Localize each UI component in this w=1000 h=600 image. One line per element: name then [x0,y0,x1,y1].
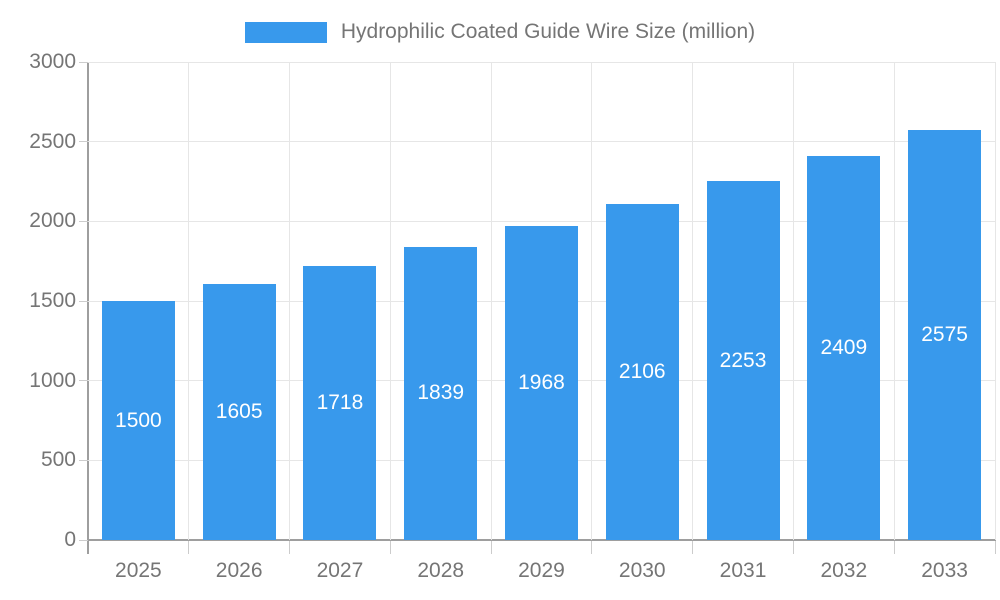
bar-2028[interactable] [404,246,478,540]
y-axis-tick [79,61,88,63]
legend[interactable]: Hydrophilic Coated Guide Wire Size (mill… [0,20,1000,44]
y-axis-label: 0 [64,528,76,551]
x-axis-tick [792,541,794,554]
bar-value-label: 1968 [518,371,565,395]
x-axis-tick [893,541,895,554]
gridline-horizontal [88,220,995,222]
y-axis-label: 1000 [29,368,76,392]
bar-value-label: 2253 [719,348,767,372]
bar-2031[interactable] [706,181,780,540]
plot-area: 1500 2025 1605 2026 1718 2027 1839 2028 1968 2029… [79,61,996,582]
y-axis-tick [79,539,88,541]
bar-value-label: 1839 [417,381,465,405]
y-axis-tick [79,380,88,382]
x-axis-label: 2031 [719,559,767,582]
bar-2026[interactable] [202,284,276,540]
bar-value-label: 2106 [618,360,666,384]
legend-label: Hydrophilic Coated Guide Wire Size (mill… [340,20,756,43]
y-axis-tick [79,300,88,302]
y-axis-label: 3000 [29,50,76,73]
bar-2027[interactable] [303,266,377,540]
bar-value-label: 2575 [921,322,968,346]
y-axis-tick [79,459,88,461]
gridline-vertical [289,62,291,540]
gridline-vertical [994,62,996,540]
bar-2030[interactable] [605,204,679,540]
x-axis-label: 2029 [518,559,565,582]
gridline-horizontal [88,141,995,143]
bar-value-label: 1605 [215,400,263,424]
bar-value-label: 1500 [115,408,162,432]
x-axis-label: 2025 [115,559,162,582]
bar-value-label: 1718 [316,391,364,415]
y-axis-label: 2500 [29,129,76,153]
bar-value-label: 2409 [820,336,868,360]
gridline-vertical [692,62,694,540]
gridline-vertical [389,62,391,540]
bar-2033[interactable] [908,129,982,540]
x-axis-tick [994,541,996,554]
x-axis-tick [692,541,694,554]
x-axis-label: 2026 [215,559,263,582]
gridline-vertical [591,62,593,540]
x-axis-label: 2033 [921,559,968,582]
x-axis-tick [289,541,291,554]
x-axis-line [87,539,996,541]
x-axis-label: 2030 [618,559,666,582]
bar-2029[interactable] [505,226,578,540]
gridline-vertical [893,62,895,540]
bar-2025[interactable] [101,301,175,540]
gridline-vertical [792,62,794,540]
x-axis-tick [188,541,190,554]
x-axis-label: 2028 [417,559,465,582]
legend-swatch [244,21,327,43]
x-axis-tick [591,541,593,554]
gridline-horizontal [88,61,995,63]
y-axis-label: 2000 [29,209,76,233]
x-axis-tick [87,541,89,554]
y-axis-label: 500 [40,448,76,472]
gridline-vertical [188,62,190,540]
bar-2032[interactable] [807,156,881,540]
y-axis-line [87,62,89,541]
y-axis-tick [79,141,88,143]
x-axis-tick [389,541,391,554]
x-axis-label: 2027 [316,559,364,582]
x-axis-label: 2032 [820,559,868,582]
x-axis-tick [490,541,492,554]
gridline-vertical [490,62,492,540]
y-axis-tick [79,220,88,222]
y-axis-label: 1500 [29,289,76,312]
